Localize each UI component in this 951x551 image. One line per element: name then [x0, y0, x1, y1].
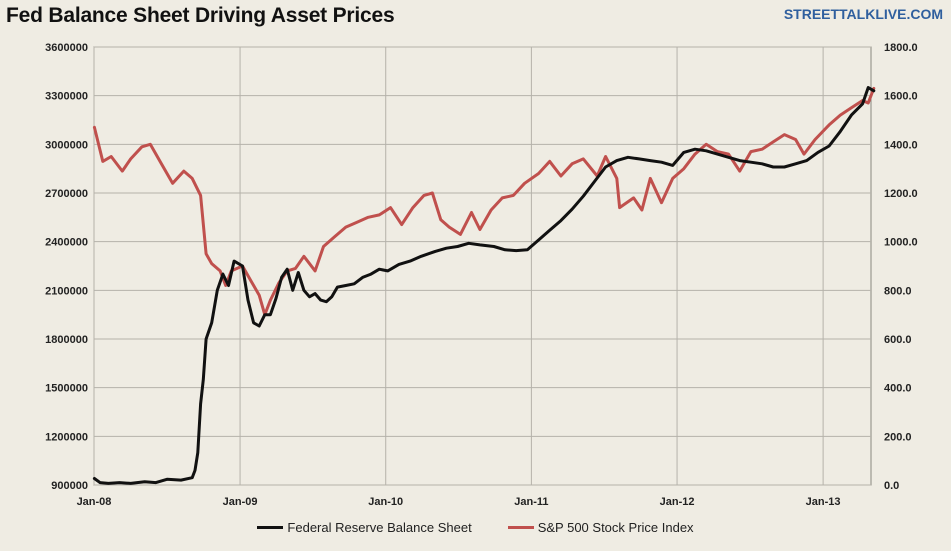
- legend-label-fed: Federal Reserve Balance Sheet: [287, 520, 472, 535]
- y-right-tick-label: 1400.0: [884, 139, 918, 151]
- y-left-tick-label: 2100000: [45, 285, 88, 297]
- y-left-tick-label: 1200000: [45, 431, 88, 443]
- y-right-tick-label: 200.0: [884, 431, 912, 443]
- x-tick-label: Jan-11: [514, 496, 548, 508]
- legend-swatch-spx: [507, 526, 534, 529]
- y-right-tick-label: 1000.0: [884, 237, 918, 249]
- legend-item-spx: S&P 500 Stock Price Index: [507, 520, 694, 535]
- y-axis-left: 900000 1200000 1500000 1800000 2100000 240000…: [45, 42, 88, 492]
- legend-item-fed: Federal Reserve Balance Sheet: [257, 520, 472, 535]
- y-right-tick-label: 800.0: [884, 285, 912, 297]
- page-title: Fed Balance Sheet Driving Asset Prices: [6, 4, 395, 27]
- plot-area: [93, 46, 872, 486]
- sp500-line: [92, 86, 876, 317]
- fed-balance-sheet-line: [92, 86, 876, 485]
- legend-label-spx: S&P 500 Stock Price Index: [537, 520, 694, 535]
- legend: Federal Reserve Balance Sheet S&P 500 St…: [0, 520, 951, 535]
- x-tick-label: Jan-12: [660, 496, 695, 508]
- grid-lines: [93, 46, 872, 486]
- brand-label: STREETTALKLIVE.COM: [783, 6, 943, 22]
- series-group: [92, 86, 876, 485]
- x-tick-label: Jan-08: [77, 496, 112, 508]
- y-left-tick-label: 1500000: [45, 383, 88, 395]
- y-left-tick-label: 3600000: [45, 42, 88, 54]
- x-tick-label: Jan-09: [223, 496, 258, 508]
- x-axis: Jan-08 Jan-09 Jan-10 Jan-11 Jan-12 Jan-13: [77, 496, 841, 508]
- x-tick-label: Jan-13: [806, 496, 841, 508]
- y-right-tick-label: 0.0: [884, 480, 899, 492]
- y-left-tick-label: 1800000: [45, 334, 88, 346]
- y-left-tick-label: 900000: [51, 480, 88, 492]
- y-right-tick-label: 1600.0: [884, 91, 918, 103]
- legend-swatch-fed: [257, 526, 284, 529]
- y-left-tick-label: 3300000: [45, 91, 88, 103]
- y-left-tick-label: 3000000: [45, 139, 88, 151]
- y-right-tick-label: 1800.0: [884, 42, 918, 54]
- y-left-tick-label: 2700000: [45, 188, 88, 200]
- y-right-tick-label: 400.0: [884, 383, 912, 395]
- x-tick-label: Jan-10: [368, 496, 403, 508]
- y-axis-right: 0.0 200.0 400.0 600.0 800.0 1000.0 1200.0 1400.…: [884, 42, 918, 492]
- y-right-tick-label: 600.0: [884, 334, 912, 346]
- y-right-tick-label: 1200.0: [884, 188, 918, 200]
- y-left-tick-label: 2400000: [45, 237, 88, 249]
